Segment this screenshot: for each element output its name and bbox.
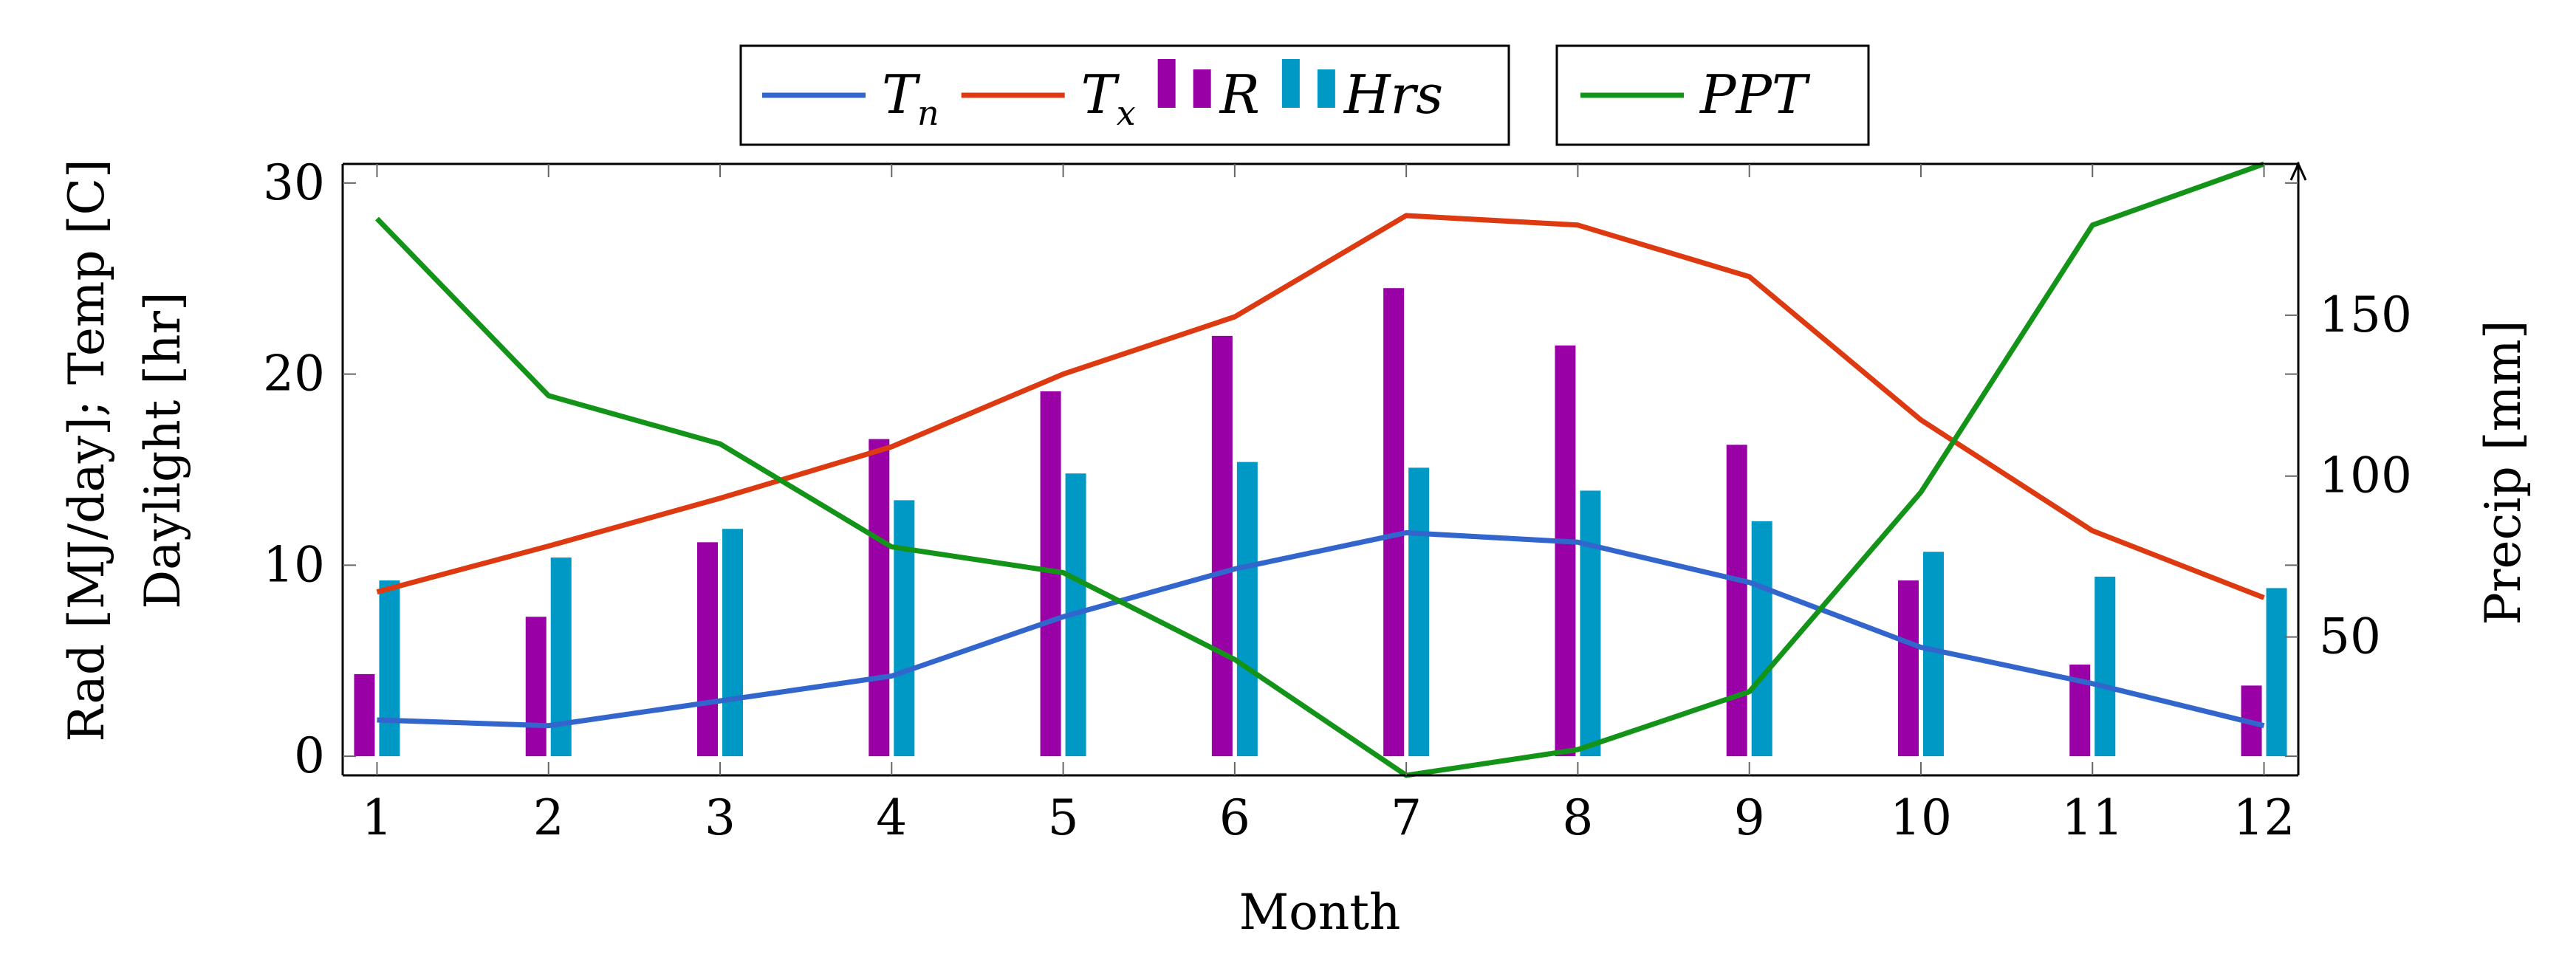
series-line-Tn — [377, 529, 2265, 729]
x-tick-label-7: 7 — [1391, 789, 1422, 846]
y-left-tick-label-20: 20 — [263, 346, 325, 402]
legend-label-Tn-subscript: n — [917, 93, 939, 133]
y-axis-label-right: Precip [mm] — [2475, 320, 2532, 625]
x-tick-label-10: 10 — [1890, 789, 1952, 846]
bar-R-9 — [1726, 445, 1747, 757]
y-right-tick-label-100: 100 — [2319, 447, 2412, 504]
legend-left-box — [739, 44, 1510, 146]
x-tick-label-11: 11 — [2061, 789, 2123, 846]
y-left-tick-label-0: 0 — [294, 727, 325, 784]
y-right-tick-label-150: 150 — [2319, 287, 2412, 343]
series-line-PPT — [374, 161, 2265, 778]
legend-label-Hrs: Hrs — [1343, 64, 1443, 126]
x-tick-label-3: 3 — [705, 789, 736, 846]
legend-label-R: R — [1219, 64, 1260, 126]
x-tick-label-4: 4 — [876, 789, 907, 846]
x-tick-label-5: 5 — [1048, 789, 1079, 846]
bar-R-4 — [869, 439, 890, 757]
y-right-tick-label-50: 50 — [2319, 608, 2381, 665]
x-tick-label-12: 12 — [2233, 789, 2295, 846]
lines-layer — [374, 161, 2265, 778]
bar-Hrs-11 — [2094, 576, 2116, 757]
legend-swatch-Hrs-a — [1281, 59, 1300, 108]
x-tick-label-8: 8 — [1562, 789, 1593, 846]
bar-Hrs-4 — [894, 500, 915, 757]
y-left-tick-label-10: 10 — [263, 536, 325, 593]
x-tick-label-1: 1 — [361, 789, 392, 846]
right-axis-arrow — [2289, 161, 2307, 181]
bar-Hrs-6 — [1236, 462, 1258, 757]
bar-R-1 — [354, 673, 375, 757]
y-axis-label-left-1: Rad [MJ/day]; Temp [C] — [58, 159, 115, 741]
bar-Hrs-9 — [1751, 521, 1772, 757]
bar-Hrs-7 — [1408, 467, 1430, 757]
bar-R-10 — [1897, 580, 1919, 757]
legend-swatch-R-b — [1193, 69, 1211, 108]
x-tick-label-2: 2 — [533, 789, 564, 846]
bar-Hrs-3 — [722, 529, 744, 757]
legend-swatch-R-a — [1157, 59, 1176, 108]
x-tick-label-6: 6 — [1219, 789, 1250, 846]
y-axis-label-left-2: Daylight [hr] — [134, 292, 191, 609]
plot-frame — [341, 161, 2307, 777]
legend-label-PPT: PPT — [1699, 64, 1811, 126]
y-left-tick-label-30: 30 — [263, 154, 325, 211]
x-axis-label: Month — [1239, 884, 1401, 941]
bar-R-3 — [697, 542, 719, 757]
bar-Hrs-12 — [2266, 588, 2287, 757]
legend-right: PPT — [1555, 44, 1870, 146]
bar-R-8 — [1555, 345, 1576, 757]
legend-label-Tx-subscript: x — [1117, 93, 1136, 133]
series-line-Tx — [376, 213, 2265, 600]
bars-layer — [354, 288, 2287, 757]
legend-left: Tn Tx R Hrs — [739, 44, 1510, 146]
bar-R-2 — [525, 617, 547, 757]
bar-Hrs-1 — [379, 580, 400, 757]
x-tick-label-9: 9 — [1734, 789, 1765, 846]
legend-swatch-Hrs-b — [1317, 69, 1335, 108]
bar-R-6 — [1211, 335, 1233, 757]
bar-Hrs-8 — [1580, 490, 1601, 757]
bar-R-7 — [1383, 288, 1405, 757]
